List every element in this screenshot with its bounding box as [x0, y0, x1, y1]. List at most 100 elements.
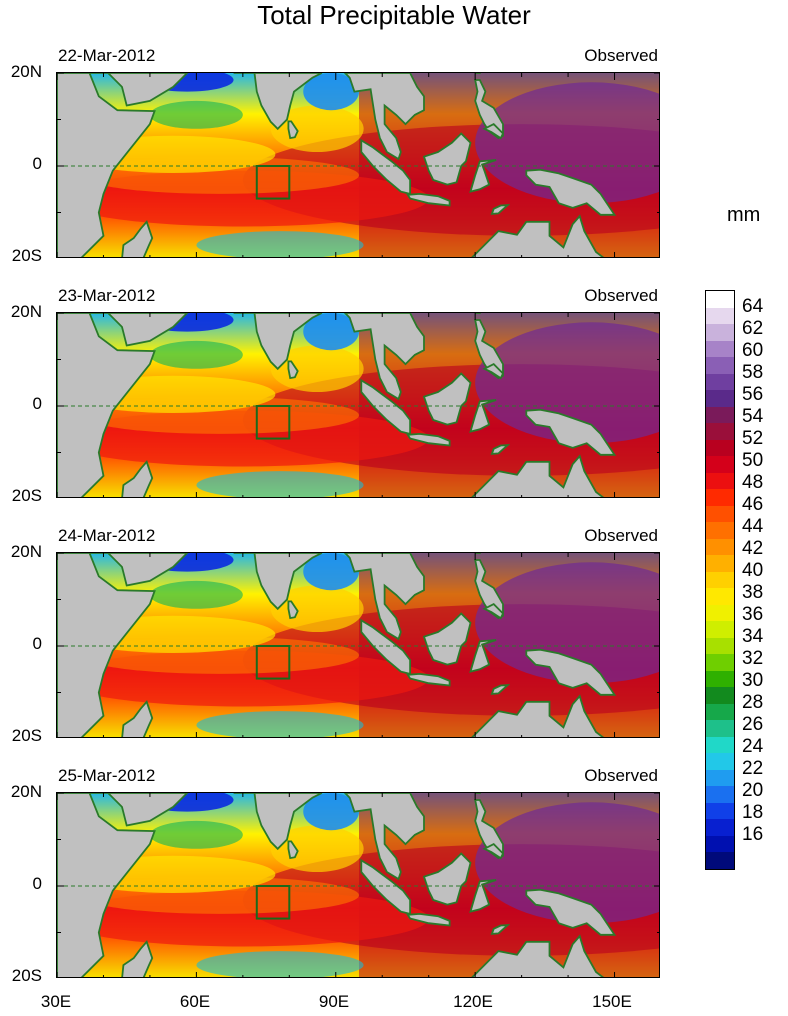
y-tick-label: 0: [32, 874, 42, 893]
region-box: [255, 405, 291, 440]
madagascar-land: [121, 220, 154, 257]
colorbar-tick-label: 54: [742, 406, 764, 427]
y-tick-label: 0: [32, 394, 42, 413]
colorbar-segment: [706, 571, 734, 589]
colorbar-segment: [706, 703, 734, 721]
colorbar-segment: [706, 786, 734, 804]
moisture-region: [270, 345, 364, 393]
indochina-land: [343, 73, 425, 161]
arabia-land: [89, 73, 189, 107]
panel-date: 22-Mar-2012: [58, 46, 156, 65]
africa-land: [57, 793, 156, 977]
y-tick-label: 0: [32, 634, 42, 653]
colorbar-tick-label: 36: [742, 604, 764, 625]
australia-land: [471, 694, 605, 737]
mindanao-land: [482, 123, 505, 140]
x-tick-label: 60E: [179, 992, 211, 1011]
arabia-land: [89, 313, 189, 347]
moisture-region: [303, 313, 359, 351]
mindanao-land: [482, 363, 505, 380]
y-tick-label: 20N: [10, 302, 42, 321]
map-panel-1: 22-Mar-2012 Observed: [56, 46, 660, 258]
precip-map: [56, 72, 660, 258]
colorbar-segment: [706, 670, 734, 688]
y-tick-label: 0: [32, 154, 42, 173]
colorbar-segment: [706, 373, 734, 391]
colorbar-units: mm: [727, 204, 761, 226]
africa-land: [57, 73, 156, 257]
africa-land: [57, 313, 156, 497]
colorbar-segment: [706, 291, 734, 308]
colorbar-segment: [706, 390, 734, 408]
indochina-land: [343, 553, 425, 641]
madagascar-land: [121, 940, 154, 977]
moisture-region: [303, 73, 359, 111]
arabia-land: [89, 793, 189, 827]
moisture-region: [196, 951, 364, 977]
colorbar-tick-label: 42: [742, 538, 764, 559]
india-land: [233, 313, 323, 371]
java-land: [406, 672, 451, 687]
region-box: [255, 885, 291, 920]
arabia-land: [89, 553, 189, 587]
sulawesi-land: [469, 159, 497, 193]
panel-date: 25-Mar-2012: [58, 766, 156, 785]
sri-lanka-land: [287, 840, 299, 860]
moisture-region: [475, 562, 659, 684]
australia-land: [471, 454, 605, 497]
colorbar-segment: [706, 357, 734, 375]
x-tick-label: 120E: [453, 992, 493, 1011]
colorbar-segment: [706, 736, 734, 754]
precip-map: [56, 312, 660, 498]
colorbar-segment: [706, 852, 734, 870]
moisture-region: [475, 82, 659, 204]
new-guinea-land: [525, 648, 617, 696]
moisture-region: [196, 711, 364, 737]
colorbar-tick-label: 16: [742, 824, 764, 845]
colorbar-segment: [706, 324, 734, 342]
colorbar-segment: [706, 340, 734, 358]
java-land: [406, 192, 451, 207]
moisture-region: [196, 231, 364, 257]
moisture-region: [196, 471, 364, 497]
india-land: [233, 73, 323, 131]
colorbar-segment: [706, 522, 734, 540]
panel-label: Observed: [584, 526, 658, 545]
colorbar-tick-label: 56: [742, 384, 764, 405]
timor-land: [490, 924, 511, 935]
colorbar-tick-label: 28: [742, 692, 764, 713]
sri-lanka-land: [287, 600, 299, 620]
x-tick-label: 30E: [40, 992, 72, 1011]
borneo-land: [422, 852, 472, 906]
sri-lanka-land: [287, 120, 299, 140]
timor-land: [490, 204, 511, 215]
sri-lanka-land: [287, 360, 299, 380]
colorbar-tick-label: 46: [742, 494, 764, 515]
panel-date: 23-Mar-2012: [58, 286, 156, 305]
australia-land: [471, 934, 605, 977]
sulawesi-land: [469, 879, 497, 913]
panel-label: Observed: [584, 766, 658, 785]
colorbar-tick-label: 34: [742, 626, 764, 647]
colorbar-tick-label: 64: [742, 296, 764, 317]
madagascar-land: [121, 700, 154, 737]
colorbar-segment: [706, 604, 734, 622]
india-land: [233, 793, 323, 851]
colorbar-tick-label: 18: [742, 802, 764, 823]
map-panel-2: 23-Mar-2012 Observed: [56, 286, 660, 498]
moisture-region: [475, 802, 659, 924]
x-tick-label: 150E: [592, 992, 632, 1011]
sulawesi-land: [469, 639, 497, 673]
moisture-region: [149, 820, 243, 849]
colorbar-segment: [706, 406, 734, 424]
colorbar-segment: [706, 621, 734, 639]
y-tick-label: 20N: [10, 542, 42, 561]
new-guinea-land: [525, 408, 617, 456]
colorbar-segment: [706, 538, 734, 556]
colorbar-tick-label: 30: [742, 670, 764, 691]
y-tick-label: 20S: [11, 486, 42, 505]
madagascar-land: [121, 460, 154, 497]
colorbar-segment: [706, 769, 734, 787]
colorbar-segment: [706, 654, 734, 672]
colorbar-segment: [706, 555, 734, 573]
